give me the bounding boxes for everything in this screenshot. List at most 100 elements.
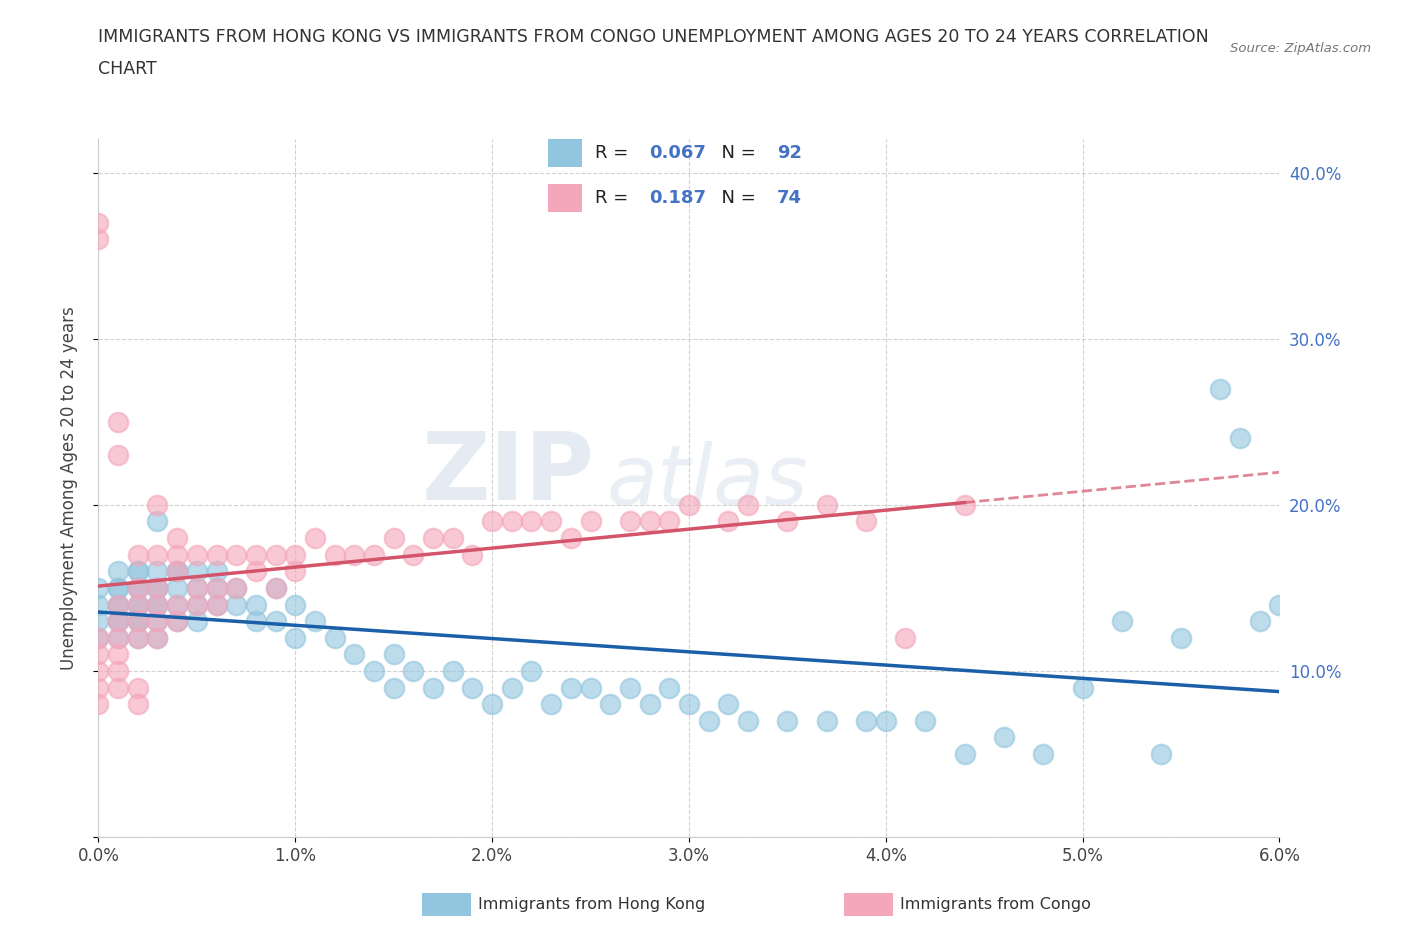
Point xyxy=(697,713,720,728)
Point xyxy=(127,580,149,595)
Point xyxy=(127,564,149,578)
Point xyxy=(540,514,562,529)
Point xyxy=(993,730,1015,745)
Point xyxy=(264,580,287,595)
Point xyxy=(1071,680,1094,695)
Point xyxy=(245,614,267,629)
Point xyxy=(481,514,503,529)
Point xyxy=(579,514,602,529)
Point xyxy=(658,680,681,695)
Point xyxy=(146,614,169,629)
Point xyxy=(284,564,307,578)
Point xyxy=(245,547,267,562)
Point xyxy=(166,564,188,578)
Point xyxy=(284,547,307,562)
Point xyxy=(127,597,149,612)
Point xyxy=(87,631,110,645)
Point xyxy=(127,680,149,695)
Point xyxy=(127,580,149,595)
Point xyxy=(166,580,188,595)
Point xyxy=(107,647,129,662)
Point xyxy=(1111,614,1133,629)
Point xyxy=(776,713,799,728)
Point xyxy=(205,580,228,595)
Point xyxy=(186,547,208,562)
Point xyxy=(1150,747,1173,762)
Point xyxy=(225,580,247,595)
Point xyxy=(501,514,523,529)
Point xyxy=(107,564,129,578)
Point xyxy=(382,531,405,546)
Point xyxy=(953,498,976,512)
Point xyxy=(402,663,425,678)
Text: 92: 92 xyxy=(778,144,803,163)
Point xyxy=(107,597,129,612)
Point xyxy=(166,614,188,629)
Point xyxy=(146,597,169,612)
Bar xyxy=(548,140,582,167)
Point xyxy=(186,580,208,595)
Text: 0.187: 0.187 xyxy=(650,189,706,207)
Y-axis label: Unemployment Among Ages 20 to 24 years: Unemployment Among Ages 20 to 24 years xyxy=(59,306,77,671)
Point xyxy=(894,631,917,645)
Point xyxy=(737,498,759,512)
Point xyxy=(87,215,110,230)
Point xyxy=(658,514,681,529)
Point xyxy=(146,614,169,629)
Point xyxy=(107,415,129,430)
Text: Immigrants from Congo: Immigrants from Congo xyxy=(900,897,1091,912)
Point xyxy=(186,597,208,612)
Point xyxy=(441,663,464,678)
Point xyxy=(1209,381,1232,396)
Point xyxy=(146,631,169,645)
Point xyxy=(107,597,129,612)
Point xyxy=(146,580,169,595)
Point xyxy=(422,531,444,546)
Point xyxy=(382,680,405,695)
Point xyxy=(87,580,110,595)
Text: ZIP: ZIP xyxy=(422,429,595,520)
Point xyxy=(205,580,228,595)
Point xyxy=(87,680,110,695)
Point xyxy=(245,597,267,612)
Point xyxy=(619,514,641,529)
Point xyxy=(107,580,129,595)
Point xyxy=(441,531,464,546)
Point xyxy=(304,531,326,546)
Point xyxy=(186,580,208,595)
Point xyxy=(107,614,129,629)
Point xyxy=(127,614,149,629)
Point xyxy=(107,614,129,629)
Point xyxy=(737,713,759,728)
Point xyxy=(363,547,385,562)
Point xyxy=(343,547,366,562)
Point xyxy=(146,631,169,645)
Point xyxy=(678,697,700,711)
Point xyxy=(264,580,287,595)
Point xyxy=(127,597,149,612)
Text: IMMIGRANTS FROM HONG KONG VS IMMIGRANTS FROM CONGO UNEMPLOYMENT AMONG AGES 20 TO: IMMIGRANTS FROM HONG KONG VS IMMIGRANTS … xyxy=(98,28,1209,46)
Point xyxy=(166,597,188,612)
Text: CHART: CHART xyxy=(98,60,157,78)
Point xyxy=(520,514,543,529)
Point xyxy=(284,631,307,645)
Point xyxy=(815,713,838,728)
Point xyxy=(166,547,188,562)
Point xyxy=(225,580,247,595)
Point xyxy=(678,498,700,512)
Point xyxy=(205,597,228,612)
Point xyxy=(225,597,247,612)
Point xyxy=(87,232,110,246)
Point xyxy=(87,697,110,711)
Point xyxy=(127,631,149,645)
Point xyxy=(146,547,169,562)
Point xyxy=(579,680,602,695)
Point xyxy=(481,697,503,711)
Point xyxy=(127,697,149,711)
Point xyxy=(638,697,661,711)
Point xyxy=(107,580,129,595)
Point xyxy=(127,631,149,645)
Point xyxy=(914,713,936,728)
Point xyxy=(461,547,484,562)
Point xyxy=(855,713,877,728)
